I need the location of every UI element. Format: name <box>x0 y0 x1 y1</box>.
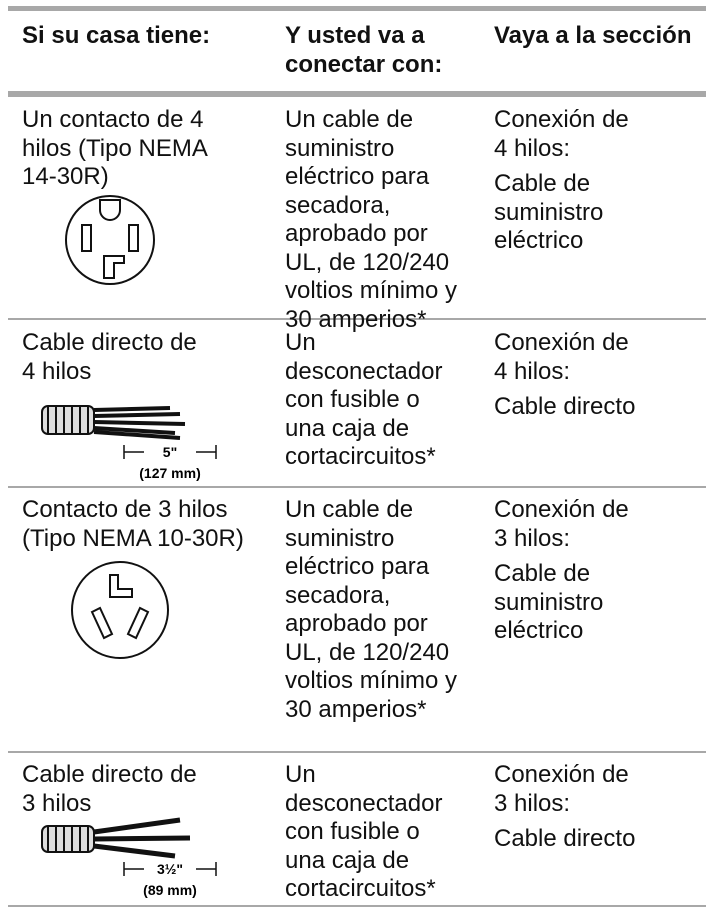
connection-text: una caja de <box>285 414 410 442</box>
connection-text: aprobado por <box>285 610 428 637</box>
condition-text: (Tipo NEMA 10-30R) <box>22 524 244 552</box>
connection-text: secadora, <box>285 581 391 609</box>
section-text: Conexión de <box>494 761 629 788</box>
connection-text: cortacircuitos* <box>285 875 436 902</box>
condition-text: Cable directo de <box>22 329 197 356</box>
header-cell: Si su casa tiene: <box>22 22 211 49</box>
condition-text: 3 hilos <box>22 789 92 817</box>
top-rule <box>8 6 706 11</box>
connection-text: desconectador <box>285 789 443 817</box>
section-text: Conexión de <box>494 496 629 523</box>
connection-text: con fusible o <box>285 386 420 413</box>
connection-text: 30 amperios* <box>285 305 427 333</box>
connection-text: suministro <box>285 524 395 552</box>
condition-text: hilos (Tipo NEMA <box>22 134 208 162</box>
dimension-label: (89 mm) <box>143 882 197 898</box>
row-rule <box>8 905 706 907</box>
outlet-3-wire <box>71 561 169 659</box>
header-cell: Vaya a la sección <box>494 22 692 49</box>
section-text: eléctrico <box>494 227 584 254</box>
dimension-label: (127 mm) <box>139 465 200 481</box>
condition-text: Cable directo de <box>22 761 197 788</box>
condition-text: Contacto de 3 hilos <box>22 496 228 523</box>
section-text: 4 hilos: <box>494 134 571 162</box>
connection-text: UL, de 120/240 <box>285 638 450 666</box>
section-text: Cable directo <box>494 825 636 852</box>
connection-text: secadora, <box>285 191 391 219</box>
section-text: 4 hilos: <box>494 357 571 385</box>
section-text: suministro <box>494 588 604 616</box>
section-text: Cable de <box>494 170 591 197</box>
outlet-4-wire <box>65 195 155 285</box>
connection-text: con fusible o <box>285 818 420 845</box>
section-text: 3 hilos: <box>494 789 571 817</box>
section-text: Conexión de <box>494 329 629 356</box>
connection-text: Un <box>285 761 316 788</box>
dimension-label: 5" <box>163 444 177 460</box>
section-text: Conexión de <box>494 106 629 133</box>
connection-text: Un cable de <box>285 496 414 523</box>
connection-text: una caja de <box>285 846 410 874</box>
section-text: suministro <box>494 198 604 226</box>
row-rule <box>8 486 706 488</box>
connection-text: UL, de 120/240 <box>285 248 450 276</box>
section-text: eléctrico <box>494 617 584 644</box>
connection-text: Un <box>285 329 316 356</box>
section-text: Cable directo <box>494 393 636 420</box>
connection-text: desconectador <box>285 357 443 385</box>
header-rule <box>8 91 706 97</box>
condition-text: Un contacto de 4 <box>22 106 204 133</box>
row-rule <box>8 318 706 320</box>
connection-text: eléctrico para <box>285 163 430 190</box>
section-text: 3 hilos: <box>494 524 571 552</box>
header-cell: conectar con: <box>285 50 443 78</box>
connection-text: voltios mínimo y <box>285 277 458 304</box>
cable-4-wire <box>41 405 217 459</box>
connection-text: aprobado por <box>285 220 428 247</box>
connection-text: 30 amperios* <box>285 695 427 723</box>
header-cell: Y usted va a <box>285 22 425 49</box>
connection-text: cortacircuitos* <box>285 443 436 470</box>
condition-text: 14-30R) <box>22 163 109 190</box>
row-rule <box>8 751 706 753</box>
connection-text: Un cable de <box>285 106 414 133</box>
connection-text: eléctrico para <box>285 553 430 580</box>
connection-text: suministro <box>285 134 395 162</box>
cable-3-wire <box>41 817 217 876</box>
condition-text: 4 hilos <box>22 357 92 385</box>
section-text: Cable de <box>494 560 591 587</box>
connection-text: voltios mínimo y <box>285 667 458 694</box>
dimension-label: 3½" <box>157 861 183 877</box>
